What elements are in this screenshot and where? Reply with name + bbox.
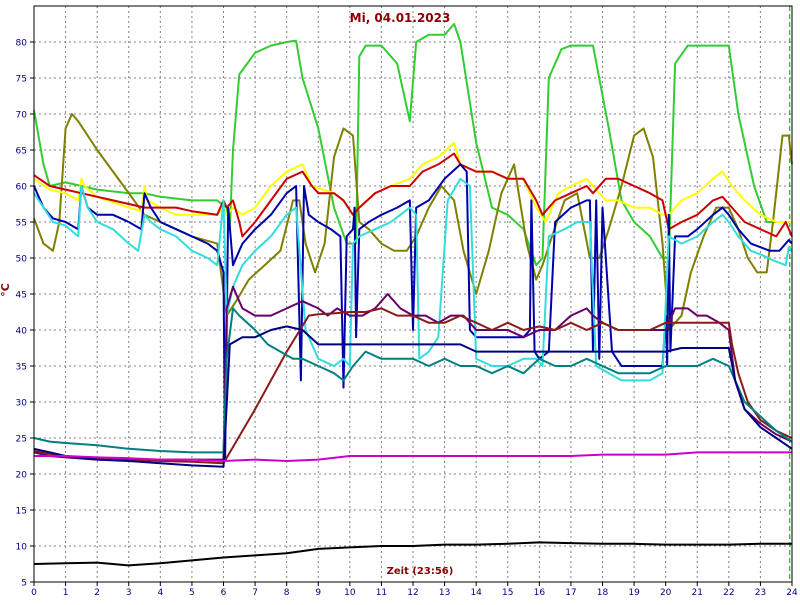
- x-tick-label: 12: [407, 588, 418, 598]
- y-tick-label: 80: [16, 39, 28, 49]
- x-tick-label: 17: [565, 588, 576, 598]
- series-line-4: [33, 152, 793, 238]
- x-tick-label: 20: [660, 588, 672, 598]
- series-line-12: [33, 541, 792, 567]
- series-line-6: [33, 177, 793, 382]
- x-tick-label: 18: [597, 588, 609, 598]
- x-tick-label: 19: [628, 588, 640, 598]
- x-tick-label: 22: [723, 588, 734, 598]
- x-tick-label: 24: [786, 588, 798, 598]
- y-tick-label: 15: [16, 507, 27, 517]
- series-line-11: [34, 451, 792, 462]
- ticks-layer: 0 1 2 3 4 5 6 7 8 9 10 11 12 13 14 15 16 17 18 19 20 21 22 23 24…: [16, 5, 798, 598]
- x-axis-label: Zeit (23:56): [387, 566, 454, 577]
- y-tick-label: 10: [16, 543, 28, 553]
- y-tick-label: 30: [16, 399, 28, 409]
- y-tick-label: 65: [16, 147, 27, 157]
- x-tick-label: 9: [315, 588, 321, 598]
- series-line-9: [33, 307, 793, 454]
- y-axis-label: °C: [0, 283, 12, 297]
- x-tick-label: 3: [126, 588, 132, 598]
- series-line-8: [33, 307, 793, 465]
- x-tick-label: 0: [31, 588, 37, 598]
- x-tick-label: 10: [344, 588, 356, 598]
- x-tick-label: 15: [502, 588, 513, 598]
- y-tick-label: 70: [16, 111, 28, 121]
- y-tick-label: 60: [16, 183, 28, 193]
- x-tick-label: 11: [376, 588, 387, 598]
- x-tick-label: 23: [755, 588, 766, 598]
- series-line-7: [33, 285, 793, 461]
- y-tick-label: 40: [16, 327, 28, 337]
- y-tick-label: 45: [16, 291, 27, 301]
- y-tick-label: 20: [16, 471, 28, 481]
- series-layer: [33, 23, 793, 567]
- plot-frame: [33, 5, 793, 583]
- x-tick-label: 2: [94, 588, 100, 598]
- y-tick-label: 50: [16, 255, 28, 265]
- y-tick-label: 25: [16, 435, 27, 445]
- x-tick-label: 8: [284, 588, 290, 598]
- chart-title: Mi, 04.01.2023: [350, 11, 451, 25]
- x-tick-label: 5: [189, 588, 195, 598]
- x-tick-label: 1: [63, 588, 69, 598]
- series-line-5: [33, 163, 793, 461]
- y-tick-label: 75: [16, 75, 27, 85]
- series-line-10: [33, 325, 793, 468]
- y-tick-label: 5: [21, 579, 27, 589]
- x-tick-label: 6: [221, 588, 227, 598]
- y-tick-label: 55: [16, 219, 27, 229]
- x-tick-label: 13: [439, 588, 450, 598]
- x-tick-label: 21: [692, 588, 703, 598]
- x-tick-label: 7: [252, 588, 258, 598]
- x-tick-label: 16: [534, 588, 546, 598]
- x-tick-label: 4: [157, 588, 163, 598]
- y-tick-label: 35: [16, 363, 27, 373]
- series-line-1: [33, 23, 792, 267]
- x-tick-label: 14: [470, 588, 482, 598]
